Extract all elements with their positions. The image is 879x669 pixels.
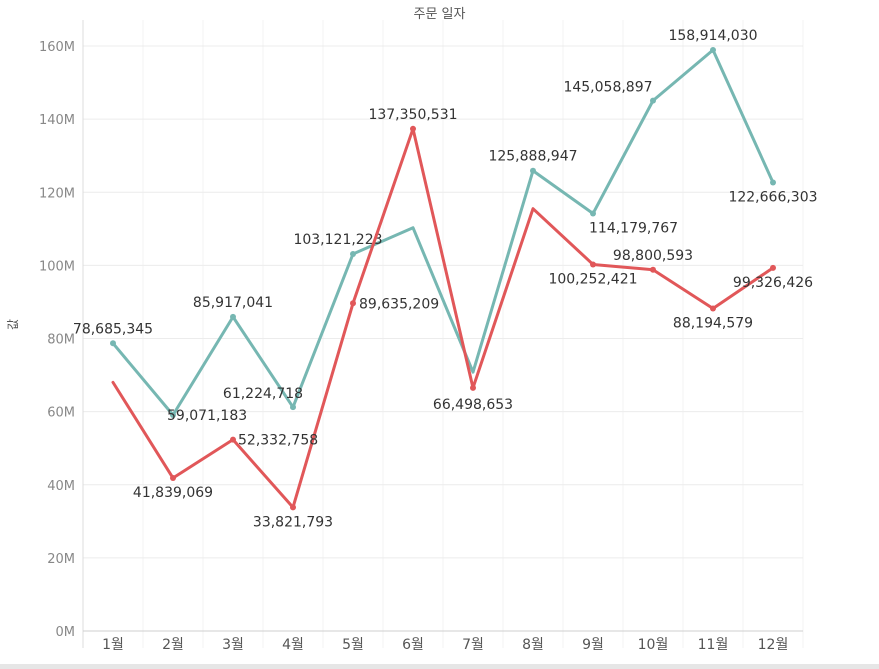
data-point xyxy=(530,167,536,174)
data-point xyxy=(590,261,596,268)
data-label: 88,194,579 xyxy=(673,316,753,332)
x-tick-label: 6월 xyxy=(402,637,424,653)
data-label: 59,071,183 xyxy=(167,408,247,424)
data-point xyxy=(350,250,356,257)
data-point xyxy=(290,504,296,511)
x-tick-label: 8월 xyxy=(522,637,544,653)
data-label: 99,326,426 xyxy=(733,275,813,291)
data-label: 61,224,718 xyxy=(223,386,303,402)
data-point xyxy=(470,384,476,391)
data-label: 114,179,767 xyxy=(589,221,678,237)
data-label: 66,498,653 xyxy=(433,397,513,413)
data-label: 137,350,531 xyxy=(368,107,457,123)
chart-title: 주문 일자 xyxy=(413,7,466,22)
y-tick-label: 20M xyxy=(47,552,75,567)
bottom-scrollbar xyxy=(0,664,879,669)
y-tick-label: 80M xyxy=(47,333,75,348)
x-tick-label: 2월 xyxy=(162,637,184,653)
data-point xyxy=(410,125,416,132)
y-tick-label: 160M xyxy=(39,40,75,55)
series-line-2 xyxy=(111,127,775,509)
series-line-1 xyxy=(111,48,775,417)
data-point xyxy=(650,266,656,273)
y-tick-label: 0M xyxy=(56,625,76,640)
data-label: 98,800,593 xyxy=(613,248,693,264)
y-tick-label: 120M xyxy=(39,186,75,201)
data-point xyxy=(770,264,776,271)
data-label: 145,058,897 xyxy=(563,80,652,96)
data-point xyxy=(230,436,236,443)
data-label: 158,914,030 xyxy=(668,28,757,44)
data-point xyxy=(770,179,776,186)
x-tick-label: 10월 xyxy=(638,637,669,653)
y-tick-label: 100M xyxy=(39,259,75,274)
x-tick-label: 4월 xyxy=(282,637,304,653)
data-label: 100,252,421 xyxy=(548,271,637,287)
data-point xyxy=(350,300,356,307)
data-label: 103,121,223 xyxy=(293,232,382,248)
data-label: 89,635,209 xyxy=(359,296,439,312)
data-point xyxy=(710,46,716,53)
data-label: 125,888,947 xyxy=(488,149,577,165)
data-label: 52,332,758 xyxy=(238,433,318,449)
y-tick-label: 140M xyxy=(39,113,75,128)
x-tick-label: 3월 xyxy=(222,637,244,653)
data-point xyxy=(170,412,176,419)
data-point xyxy=(230,313,236,320)
x-tick-label: 1월 xyxy=(102,637,124,653)
data-label: 33,821,793 xyxy=(253,514,333,530)
x-tick-label: 5월 xyxy=(342,637,364,653)
data-label: 78,685,345 xyxy=(73,321,153,337)
x-tick-label: 7월 xyxy=(462,637,484,653)
y-tick-label: 40M xyxy=(47,479,75,494)
data-label: 122,666,303 xyxy=(728,190,817,206)
data-point xyxy=(110,340,116,347)
x-tick-label: 9월 xyxy=(582,637,604,653)
data-label: 41,839,069 xyxy=(133,485,213,501)
data-point xyxy=(710,305,716,312)
data-point xyxy=(290,404,296,411)
x-tick-label: 11월 xyxy=(698,637,729,653)
data-label: 85,917,041 xyxy=(193,295,273,311)
data-point xyxy=(650,97,656,104)
y-tick-label: 60M xyxy=(47,406,75,421)
data-point xyxy=(170,475,176,482)
data-point xyxy=(590,210,596,217)
x-tick-label: 12월 xyxy=(758,637,789,653)
